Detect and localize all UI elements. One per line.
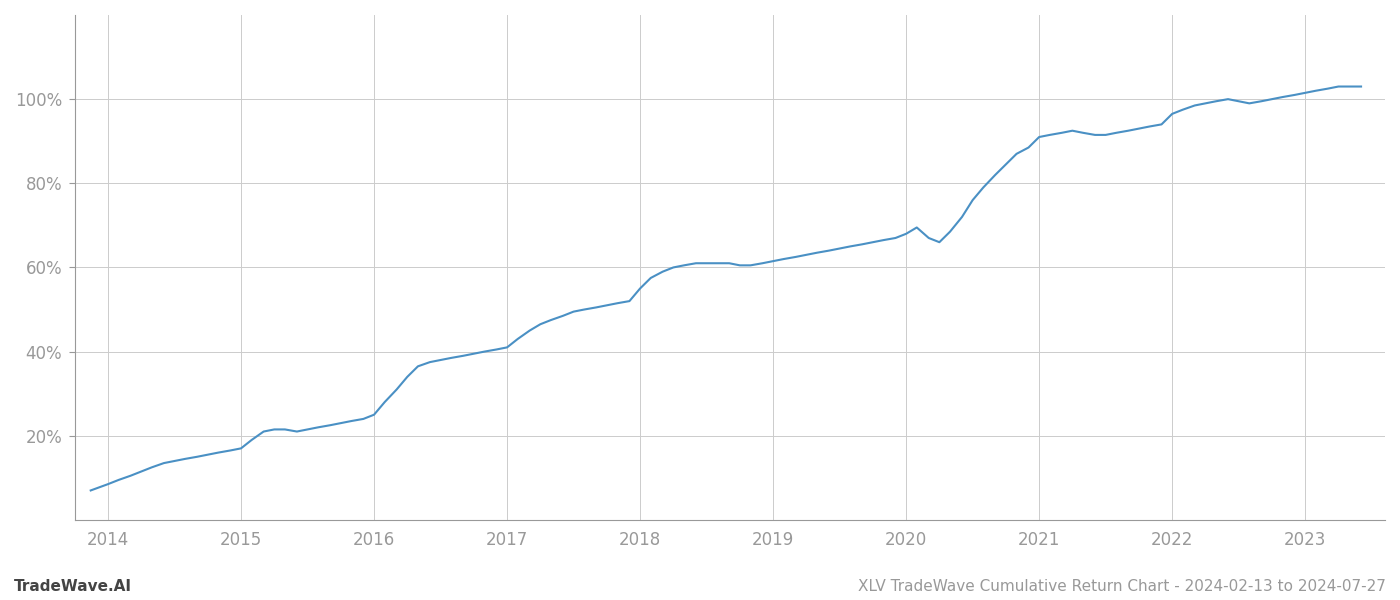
Text: XLV TradeWave Cumulative Return Chart - 2024-02-13 to 2024-07-27: XLV TradeWave Cumulative Return Chart - … xyxy=(858,579,1386,594)
Text: TradeWave.AI: TradeWave.AI xyxy=(14,579,132,594)
